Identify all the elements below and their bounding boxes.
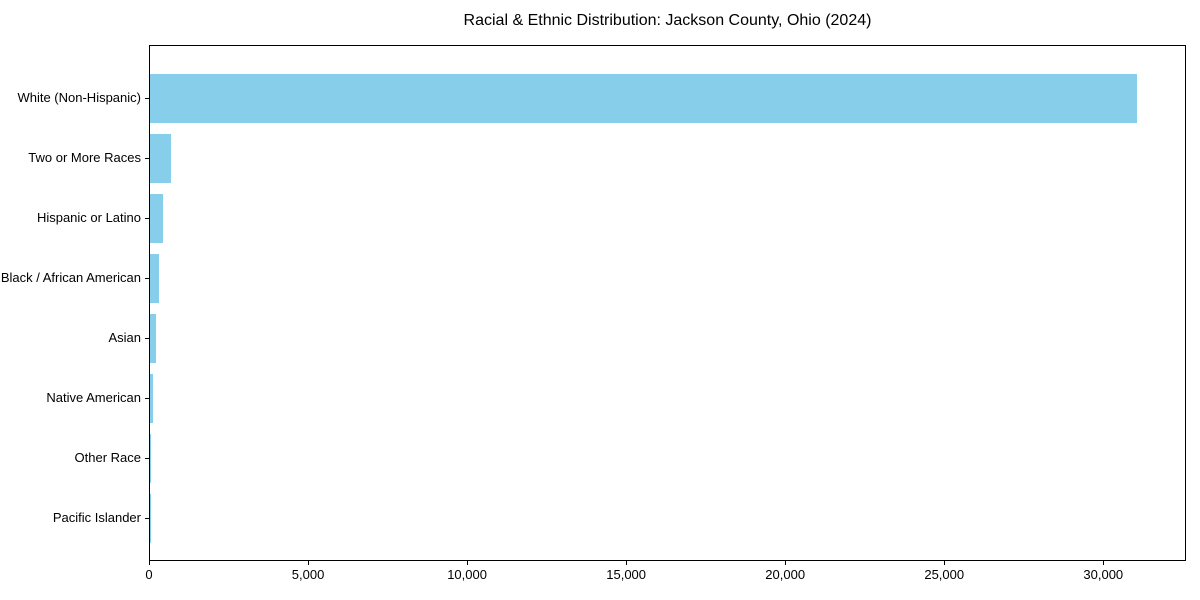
y-tick-asian — [145, 338, 150, 339]
y-label-asian: Asian — [108, 329, 141, 345]
y-tick-hispanic-or-latino — [145, 218, 150, 219]
y-tick-two-or-more-races — [145, 158, 150, 159]
y-label-other-race: Other Race — [74, 449, 141, 465]
y-label-two-or-more-races: Two or More Races — [28, 149, 141, 165]
y-label-hispanic-or-latino: Hispanic or Latino — [36, 209, 141, 225]
bar-black-african-american — [150, 254, 160, 303]
x-tick-label-15000: 15,000 — [606, 567, 647, 582]
bar-two-or-more-races — [150, 134, 171, 183]
bar-asian — [150, 314, 157, 363]
chart-title: Racial & Ethnic Distribution: Jackson Co… — [463, 12, 872, 29]
y-tick-black-african-american — [145, 278, 150, 279]
x-tick-10000 — [466, 561, 468, 565]
bar-native-american — [150, 374, 154, 423]
x-tick-label-25000: 25,000 — [924, 567, 965, 582]
x-tick-30000 — [1102, 561, 1104, 565]
y-label-native-american: Native American — [46, 389, 141, 405]
y-label-black-african-american: Black / African American — [0, 269, 141, 285]
y-tick-other-race — [145, 458, 150, 459]
x-tick-20000 — [784, 561, 786, 565]
y-tick-native-american — [145, 398, 150, 399]
x-tick-label-20000: 20,000 — [765, 567, 806, 582]
bar-hispanic-or-latino — [150, 194, 163, 243]
x-tick-label-10000: 10,000 — [447, 567, 487, 582]
x-tick-15000 — [625, 561, 627, 565]
x-tick-0 — [148, 561, 150, 565]
x-tick-label-30000: 30,000 — [1083, 567, 1124, 582]
x-tick-25000 — [943, 561, 945, 565]
x-tick-5000 — [307, 561, 309, 565]
x-tick-label-5000: 5,000 — [291, 567, 325, 582]
y-label-white-non-hispanic: White (Non-Hispanic) — [17, 89, 141, 105]
y-label-pacific-islander: Pacific Islander — [52, 509, 141, 525]
y-tick-pacific-islander — [145, 518, 150, 519]
plot-area — [145, 45, 1186, 561]
bars-layer — [150, 46, 1185, 560]
y-tick-white-non-hispanic — [145, 98, 150, 99]
x-tick-label-0: 0 — [145, 567, 153, 582]
bar-white-non-hispanic — [150, 74, 1138, 123]
